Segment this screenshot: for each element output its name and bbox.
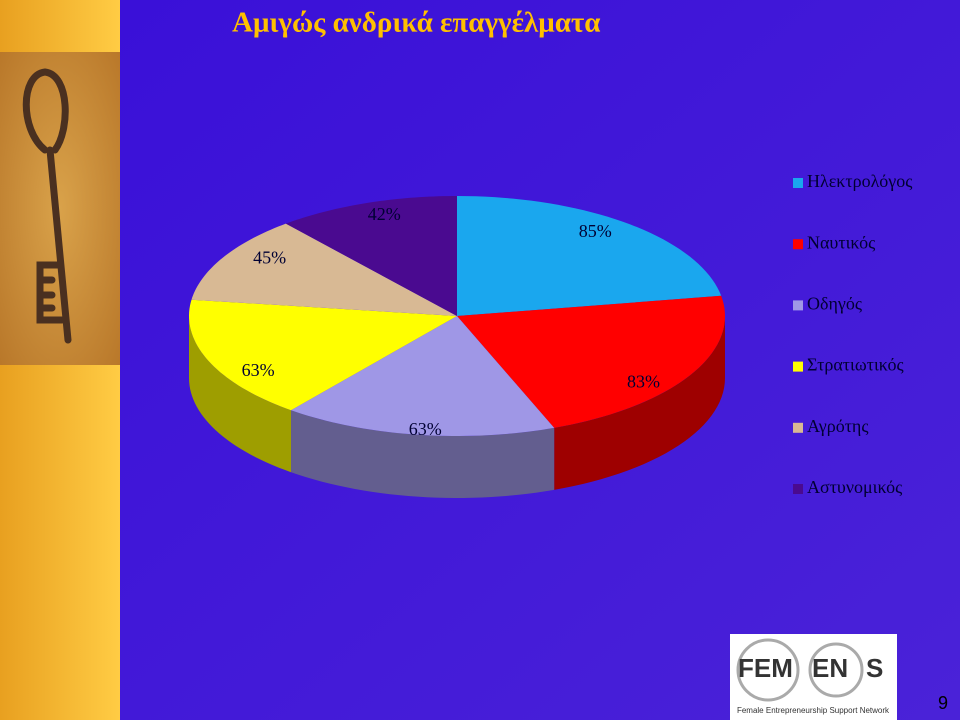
- legend-label: Αστυνομικός: [807, 477, 902, 497]
- slice: [189, 299, 457, 411]
- data-label: 42%: [368, 204, 401, 224]
- logo-tagline: Female Entrepreneurship Support Network: [737, 706, 890, 715]
- key-icon: [22, 68, 72, 344]
- legend-swatch: [793, 484, 803, 494]
- page-number: 9: [938, 693, 948, 713]
- legend-swatch: [793, 422, 803, 433]
- data-label: 85%: [579, 221, 612, 241]
- logo-text: EN: [812, 653, 848, 683]
- key-photo: [0, 52, 120, 365]
- legend-swatch: [793, 239, 803, 250]
- slice: [291, 316, 555, 436]
- legend-swatch: [793, 300, 803, 311]
- logo-text: FEM: [738, 653, 793, 683]
- slice: [457, 196, 722, 316]
- legend-swatch: [793, 361, 803, 372]
- logo-box: [730, 634, 897, 720]
- slice-side: [554, 316, 725, 490]
- legend-label: Αγρότης: [807, 416, 868, 436]
- pie-chart: 85% 83% 63% 63% 45% 42%: [189, 196, 725, 498]
- slice: [285, 196, 457, 316]
- slice-side: [291, 410, 555, 498]
- slice: [457, 295, 725, 428]
- data-label: 45%: [253, 248, 286, 268]
- slice: [191, 223, 458, 316]
- legend: Ηλεκτρολόγος Ναυτικός Οδηγός Στρατιωτικός Αγ…: [793, 171, 912, 497]
- logo-ring: [736, 638, 800, 702]
- logo-text: S: [866, 653, 883, 683]
- data-label: 63%: [409, 419, 442, 439]
- legend-label: Ηλεκτρολόγος: [807, 171, 912, 191]
- data-label: 83%: [627, 371, 660, 391]
- logo-ring: [808, 642, 864, 698]
- legend-swatch: [793, 178, 803, 188]
- slide-title: Αμιγώς ανδρικά επαγγέλματα: [232, 7, 600, 39]
- legend-label: Οδηγός: [807, 294, 862, 314]
- legend-label: Ναυτικός: [807, 232, 875, 252]
- data-label: 63%: [242, 360, 275, 380]
- legend-label: Στρατιωτικός: [807, 355, 904, 375]
- slice-side: [189, 316, 292, 473]
- logo: FEM EN S Female Entrepreneurship Support…: [736, 638, 890, 715]
